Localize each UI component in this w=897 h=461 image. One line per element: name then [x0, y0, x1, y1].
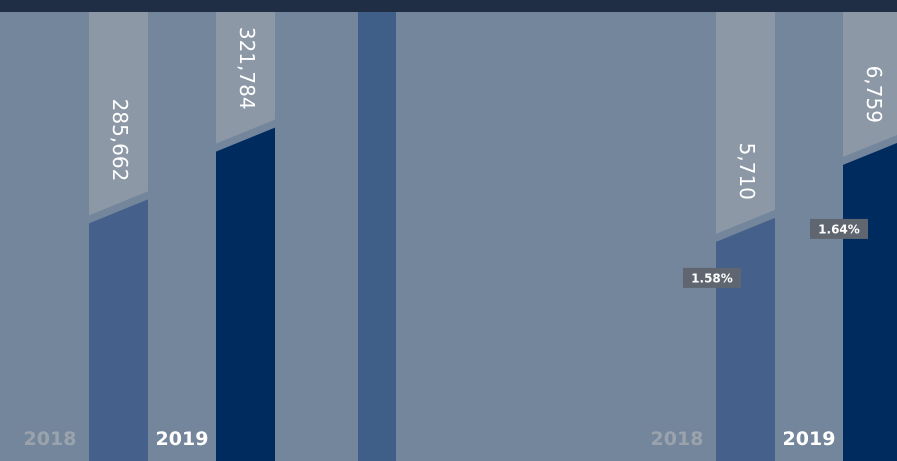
year-label: 2018: [24, 428, 77, 450]
bar: [843, 142, 897, 461]
year-label: 2019: [783, 428, 836, 450]
value-label: 6,759: [862, 66, 886, 123]
year-label: 2018: [651, 428, 704, 450]
divider: [358, 12, 396, 461]
bar: [716, 217, 775, 461]
top-band: [0, 0, 897, 12]
value-label: 285,662: [108, 99, 132, 182]
bar-remainder: [716, 12, 775, 234]
share-label: 1.64%: [818, 222, 860, 236]
value-label: 321,784: [235, 27, 259, 110]
value-label: 5,710: [735, 143, 759, 200]
bar-remainder: [216, 12, 275, 144]
bar: [216, 127, 275, 461]
share-label: 1.58%: [691, 271, 733, 285]
bar: [89, 199, 148, 461]
bar-remainder: [843, 12, 897, 157]
share-box: [810, 218, 868, 239]
year-label: 2019: [156, 428, 209, 450]
share-box: [683, 267, 741, 288]
bar-remainder: [89, 12, 148, 216]
